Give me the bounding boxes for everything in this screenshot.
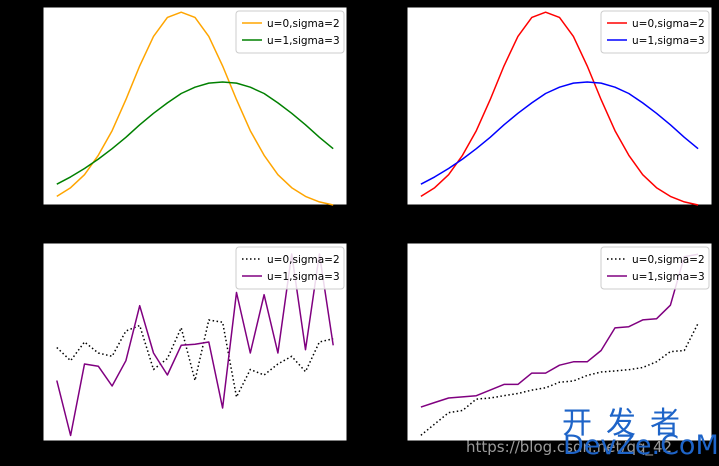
legend-label: u=1,sigma=3 — [632, 35, 705, 47]
legend-box — [600, 10, 710, 54]
series-line-1 — [420, 322, 699, 436]
legend: u=0,sigma=2 u=1,sigma=3 — [235, 10, 345, 54]
subplot-bottom-left: u=0,sigma=2 u=1,sigma=3 — [42, 242, 348, 442]
legend-box — [235, 10, 345, 54]
subplot-top-left: u=0,sigma=2 u=1,sigma=3 — [42, 6, 348, 206]
legend-label: u=0,sigma=2 — [267, 18, 340, 30]
legend: u=0,sigma=2 u=1,sigma=3 — [235, 246, 345, 290]
legend: u=0,sigma=2 u=1,sigma=3 — [600, 10, 710, 54]
series-line-2 — [420, 253, 699, 408]
legend-label: u=1,sigma=3 — [632, 271, 705, 283]
series-line-1 — [56, 11, 334, 206]
series-line-1 — [420, 11, 699, 206]
legend-label: u=0,sigma=2 — [632, 18, 705, 30]
watermark-en: DevZe.CoM — [563, 430, 719, 461]
subplot-bottom-right: u=0,sigma=2 u=1,sigma=3 — [406, 242, 713, 442]
subplot-top-right: u=0,sigma=2 u=1,sigma=3 — [406, 6, 713, 206]
legend-label: u=1,sigma=3 — [267, 35, 340, 47]
legend-label: u=0,sigma=2 — [267, 254, 340, 266]
legend-box — [235, 246, 345, 290]
legend-label: u=1,sigma=3 — [267, 271, 340, 283]
series-line-2 — [56, 81, 334, 185]
watermark-cn: 开发者 — [562, 406, 694, 441]
watermark-url: https://blog.csdn.net/qq_42 — [466, 438, 673, 456]
legend-box — [600, 246, 710, 290]
legend: u=0,sigma=2 u=1,sigma=3 — [600, 246, 710, 290]
series-line-1 — [56, 319, 334, 398]
legend-label: u=0,sigma=2 — [632, 254, 705, 266]
series-line-2 — [420, 81, 699, 185]
